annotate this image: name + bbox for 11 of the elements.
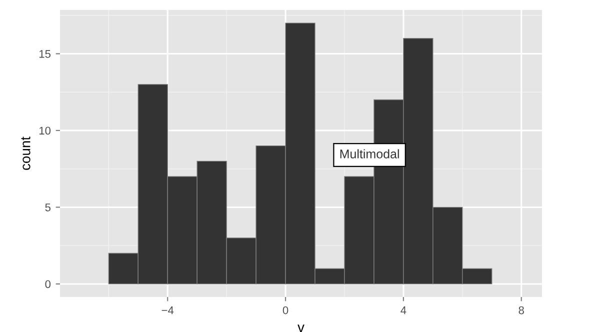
y-tick-label: 0 — [45, 280, 51, 288]
x-tick-label: 8 — [518, 306, 524, 314]
y-tick-label: 15 — [39, 50, 51, 58]
y-tick-label: 5 — [45, 204, 51, 212]
x-tick-label: −4 — [162, 306, 174, 314]
y-axis-title: count — [21, 136, 30, 170]
y-tick-label: 10 — [39, 126, 51, 135]
annotation: Multimodal — [340, 149, 399, 158]
x-tick-label: 4 — [400, 306, 406, 314]
x-axis-title: v — [298, 324, 304, 332]
x-tick-label: 0 — [282, 306, 288, 314]
